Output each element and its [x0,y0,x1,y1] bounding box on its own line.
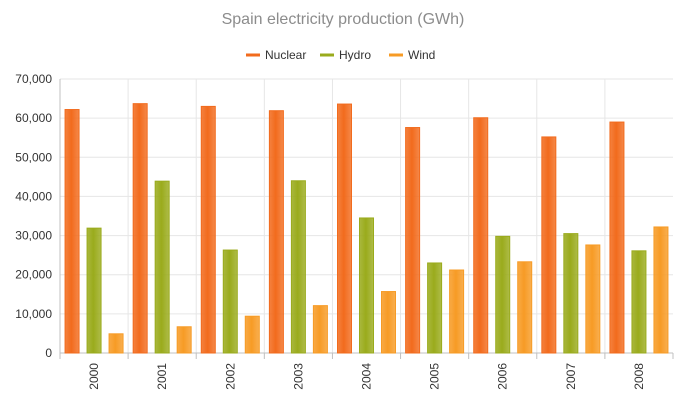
bar-wind[interactable] [312,305,328,354]
bar-hydro[interactable] [222,249,238,354]
x-tick-label: 2008 [632,363,646,390]
legend-label-hydro[interactable]: Hydro [339,48,371,62]
bar-hydro[interactable] [86,227,102,354]
bar-hydro[interactable] [563,233,579,354]
bar-hydro[interactable] [495,235,511,354]
bar-hydro[interactable] [154,180,170,354]
y-tick-label: 70,000 [15,72,52,86]
y-tick-label: 30,000 [15,229,52,243]
y-tick-label: 60,000 [15,111,52,125]
bar-hydro[interactable] [359,217,374,354]
bar-wind[interactable] [653,226,669,354]
x-axis: 2000 2001 2002 2003 2004 2005 2006 2007 2008 [59,352,674,390]
chart-title: Spain electricity production (GWh) [222,11,465,28]
bar-nuclear[interactable] [64,109,80,354]
bar-wind[interactable] [517,261,533,354]
x-tick-label: 2007 [564,363,578,390]
bar-wind[interactable] [176,326,192,354]
bar-nuclear[interactable] [405,127,421,354]
x-tick-label: 2004 [360,363,374,390]
x-tick-label: 2002 [223,363,237,390]
bar-nuclear[interactable] [200,105,216,354]
y-tick-label: 0 [45,346,52,360]
bar-wind[interactable] [449,269,465,354]
bar-wind[interactable] [585,244,601,354]
bar-nuclear[interactable] [268,110,284,354]
bar-nuclear[interactable] [132,103,148,354]
legend-label-nuclear[interactable]: Nuclear [265,48,306,62]
y-tick-label: 40,000 [15,189,52,203]
x-tick-label: 2005 [428,363,442,390]
bar-wind[interactable] [244,315,260,354]
bar-nuclear[interactable] [541,136,557,354]
y-tick-label: 20,000 [15,268,52,282]
bar-nuclear[interactable] [337,103,352,354]
bar-nuclear[interactable] [473,117,489,354]
x-tick-label: 2001 [155,363,169,390]
x-tick-label: 2003 [291,363,305,390]
x-tick-label: 2000 [87,363,101,390]
bar-hydro[interactable] [290,180,306,354]
bar-nuclear[interactable] [609,121,625,354]
y-tick-label: 50,000 [15,150,52,164]
bars [64,103,669,354]
bar-hydro[interactable] [427,262,443,354]
y-tick-label: 10,000 [15,307,52,321]
y-axis: 0 10,000 20,000 30,000 40,000 50,000 60,000 70,… [15,72,61,360]
bar-hydro[interactable] [631,250,647,354]
legend-label-wind[interactable]: Wind [408,48,435,62]
bar-wind[interactable] [108,333,124,354]
chart-legend: Nuclear Hydro Wind [246,48,435,62]
x-tick-label: 2006 [496,363,510,390]
bar-wind[interactable] [381,291,396,354]
